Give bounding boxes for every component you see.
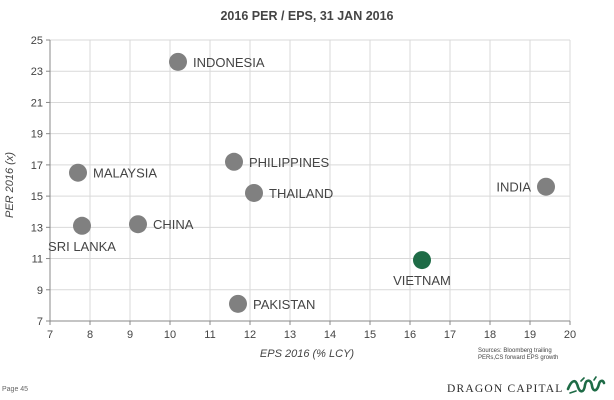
y-tick-label: 17 <box>31 160 43 172</box>
y-tick-label: 23 <box>31 66 43 78</box>
data-points <box>69 52 555 313</box>
data-label-indonesia: INDONESIA <box>193 55 265 70</box>
data-label-malaysia: MALAYSIA <box>93 166 157 181</box>
data-labels: INDONESIA PHILIPPINES MALAYSIA THAILAND INDI… <box>48 55 531 312</box>
data-point-india <box>537 177 555 196</box>
x-tick-label: 19 <box>524 329 536 341</box>
y-axis-label: PER 2016 (x) <box>4 151 16 219</box>
y-tick-label: 21 <box>31 97 43 109</box>
x-tick-label: 17 <box>444 329 456 341</box>
sources-line-1: Sources: Bloomberg trailing <box>478 348 552 354</box>
page-number: Page 45 <box>2 386 29 393</box>
data-label-pakistan: PAKISTAN <box>253 297 315 312</box>
data-point-sri-lanka <box>73 216 91 235</box>
y-tick-label: 15 <box>31 191 43 203</box>
x-tick-label: 13 <box>284 329 296 341</box>
data-label-philippines: PHILIPPINES <box>249 155 330 170</box>
x-tick-label: 15 <box>364 329 376 341</box>
data-label-china: CHINA <box>153 217 194 232</box>
sources-note: Sources: Bloomberg trailing PERs,CS forw… <box>478 348 608 362</box>
y-tick-label: 9 <box>37 285 43 297</box>
data-point-indonesia <box>169 52 187 71</box>
axes <box>46 39 571 325</box>
x-tick-label: 12 <box>244 329 256 341</box>
y-tick-label: 19 <box>31 129 43 141</box>
y-tick-label: 25 <box>31 35 43 47</box>
data-label-thailand: THAILAND <box>269 186 333 201</box>
data-point-philippines <box>225 152 243 171</box>
x-tick-label: 7 <box>47 329 53 341</box>
sources-line-2: PERs,CS forward EPS growth <box>478 355 559 361</box>
data-point-malaysia <box>69 163 87 182</box>
data-point-pakistan <box>229 294 247 313</box>
data-label-india: INDIA <box>496 180 531 195</box>
y-tick-label: 7 <box>37 316 43 328</box>
y-tick-label: 11 <box>32 254 43 266</box>
brand-name: DRAGON CAPITAL <box>447 383 564 395</box>
y-tick-label: 13 <box>31 222 43 234</box>
x-tick-label: 20 <box>564 329 576 341</box>
data-label-vietnam: VIETNAM <box>393 273 451 288</box>
chart-title: 2016 PER / EPS, 31 JAN 2016 <box>220 9 394 23</box>
x-tick-label: 11 <box>204 329 215 341</box>
dragon-logo-icon <box>566 376 606 394</box>
data-label-sri-lanka: SRI LANKA <box>48 239 116 254</box>
tick-labels: 7 9 11 13 15 17 19 21 23 25 7 8 9 10 11 12 13 14 15 16 17 18 1… <box>31 35 576 341</box>
x-tick-label: 9 <box>127 329 133 341</box>
x-tick-label: 18 <box>484 329 496 341</box>
x-tick-label: 8 <box>87 329 93 341</box>
x-tick-label: 14 <box>324 329 336 341</box>
data-point-vietnam <box>413 251 431 270</box>
data-point-thailand <box>245 183 263 202</box>
x-axis-label: EPS 2016 (% LCY) <box>259 348 355 360</box>
x-tick-label: 16 <box>404 329 416 341</box>
x-tick-label: 10 <box>164 329 176 341</box>
data-point-china <box>129 215 147 234</box>
